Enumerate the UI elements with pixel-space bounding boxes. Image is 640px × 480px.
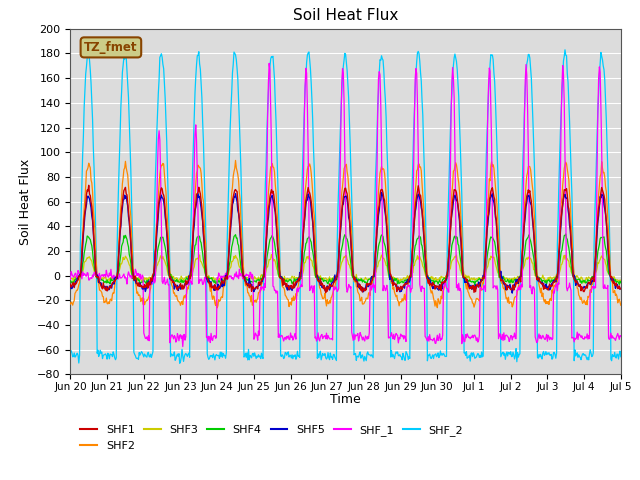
SHF4 <box>337 249 345 254</box>
SHF2 <box>392 294 400 300</box>
SHF5 <box>378 190 385 195</box>
SHF3 <box>507 280 515 286</box>
SHF4 <box>617 280 625 286</box>
SHF2 <box>447 220 454 226</box>
SHF4 <box>188 273 195 279</box>
SHF3 <box>188 273 195 278</box>
Line: SHF3: SHF3 <box>70 255 621 283</box>
SHF1 <box>617 286 625 291</box>
SHF_2 <box>188 187 196 192</box>
SHF3 <box>67 276 74 281</box>
SHF_1 <box>339 66 346 72</box>
SHF_2 <box>176 360 184 366</box>
SHF_1 <box>266 60 273 66</box>
SHF_2 <box>338 89 346 95</box>
SHF_2 <box>561 47 569 53</box>
SHF5 <box>568 250 576 256</box>
SHF2 <box>213 305 221 311</box>
SHF1 <box>447 228 454 234</box>
SHF3 <box>211 276 219 282</box>
SHF_1 <box>188 281 196 287</box>
SHF2 <box>232 157 239 163</box>
SHF1 <box>85 182 93 188</box>
Legend: SHF1, SHF2, SHF3, SHF4, SHF5, SHF_1, SHF_2: SHF1, SHF2, SHF3, SHF4, SHF5, SHF_1, SHF… <box>76 421 467 455</box>
SHF3 <box>392 276 399 282</box>
SHF3 <box>617 277 625 283</box>
Text: TZ_fmet: TZ_fmet <box>84 41 138 54</box>
SHF5 <box>445 243 453 249</box>
SHF3 <box>568 270 576 276</box>
SHF_2 <box>568 191 576 196</box>
SHF1 <box>568 252 576 257</box>
SHF5 <box>337 222 345 228</box>
SHF3 <box>445 267 453 273</box>
SHF1 <box>322 290 330 296</box>
SHF3 <box>338 259 346 265</box>
SHF4 <box>445 268 452 274</box>
SHF_1 <box>447 168 454 174</box>
SHF5 <box>392 281 399 287</box>
SHF4 <box>471 282 479 288</box>
SHF5 <box>67 283 74 288</box>
SHF5 <box>508 290 516 296</box>
Line: SHF1: SHF1 <box>70 185 621 293</box>
X-axis label: Time: Time <box>330 394 361 407</box>
Title: Soil Heat Flux: Soil Heat Flux <box>293 9 398 24</box>
SHF3 <box>268 252 275 258</box>
SHF1 <box>392 281 400 287</box>
SHF1 <box>188 253 196 259</box>
Line: SHF2: SHF2 <box>70 160 621 308</box>
SHF2 <box>339 183 346 189</box>
SHF_1 <box>568 335 576 341</box>
Line: SHF5: SHF5 <box>70 192 621 293</box>
SHF_1 <box>392 331 400 336</box>
SHF2 <box>211 300 219 306</box>
SHF_1 <box>67 276 74 282</box>
SHF_2 <box>445 155 453 161</box>
SHF2 <box>188 268 195 274</box>
SHF_1 <box>617 334 625 339</box>
SHF2 <box>67 301 74 307</box>
SHF4 <box>390 276 398 282</box>
SHF4 <box>67 277 74 283</box>
SHF5 <box>188 265 195 271</box>
Line: SHF_1: SHF_1 <box>70 63 621 347</box>
SHF4 <box>211 277 219 283</box>
SHF1 <box>212 288 220 293</box>
SHF2 <box>568 230 576 236</box>
Line: SHF_2: SHF_2 <box>70 50 621 363</box>
SHF5 <box>617 286 625 291</box>
Y-axis label: Soil Heat Flux: Soil Heat Flux <box>19 158 31 245</box>
SHF4 <box>562 231 570 237</box>
SHF4 <box>568 268 576 274</box>
Line: SHF4: SHF4 <box>70 234 621 285</box>
SHF_1 <box>179 344 187 349</box>
SHF_2 <box>392 351 399 357</box>
SHF2 <box>617 302 625 308</box>
SHF_2 <box>617 354 625 360</box>
SHF_2 <box>212 353 220 359</box>
SHF1 <box>67 282 74 288</box>
SHF1 <box>339 203 346 208</box>
SHF_2 <box>67 349 74 355</box>
SHF_1 <box>212 336 220 341</box>
SHF5 <box>211 286 219 291</box>
